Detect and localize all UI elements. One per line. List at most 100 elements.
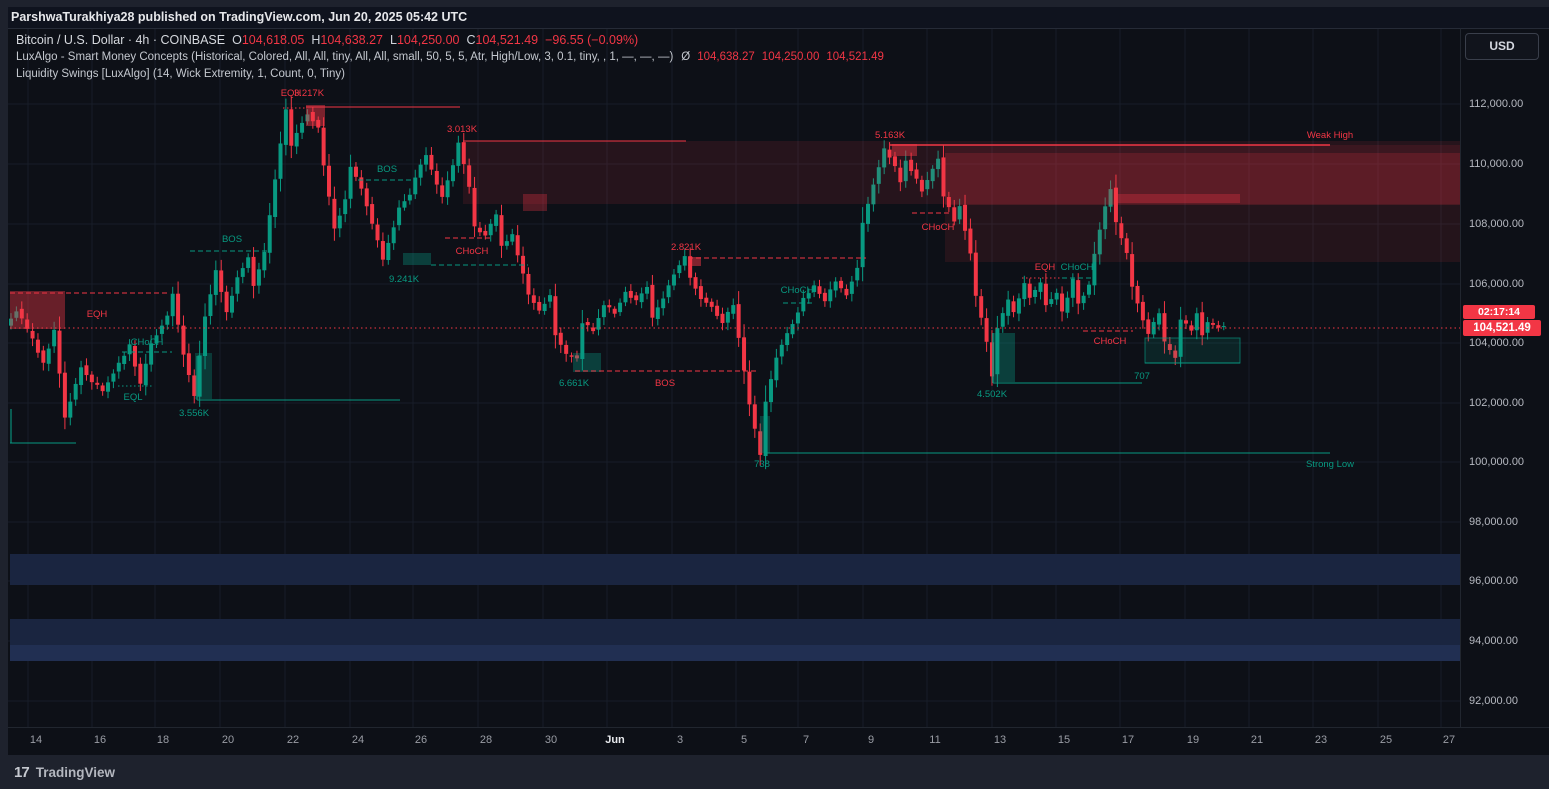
chart-pane[interactable]: EQH CHoCH EQL 3.556K BOS EQH 3.217K BOS 9.241K 3.… [8,28,1460,728]
time-tick-label: 3 [676,734,684,746]
candlestick-chart[interactable]: EQHCHoCHEQL3.556KBOSEQH3.217KBOS9.241K3.… [8,29,1460,728]
indicator-params: (Historical, Colored, All, All, tiny, Al… [191,51,674,63]
session-highlight-bands [10,554,1460,661]
time-tick-label: 23 [1314,734,1328,746]
time-tick-label: 19 [1186,734,1200,746]
indicator-row-smc[interactable]: LuxAlgo - Smart Money Concepts (Historic… [16,51,884,63]
annotation-label: CHoCH [1094,336,1127,347]
price-tick-label: 96,000.00 [1469,575,1518,587]
time-tick-label: 7 [802,734,810,746]
zone-supply-weakhigh-wide [945,145,1460,262]
annotation-label: 5.163K [875,130,906,141]
annotation-label: CHoCH [922,222,955,233]
price-tick-label: 110,000.00 [1469,158,1524,170]
annotation-label: 4.502K [977,389,1008,400]
symbol-title[interactable]: Bitcoin / U.S. Dollar · 4h · COINBASE [16,33,226,47]
price-tick-label: 106,000.00 [1469,278,1525,290]
indicator-name[interactable]: Liquidity Swings [LuxAlgo] [16,68,150,80]
tradingview-logo-text[interactable]: TradingView [35,764,115,780]
zone-demand-707 [1144,337,1241,364]
annotation-label: 2.821K [671,242,702,253]
annotation-label: EQH [281,88,302,99]
price-axis[interactable]: USD 112,000.00 110,000.00 108,000.00 106,00… [1460,28,1549,728]
ohlc-label: L [389,33,397,47]
zone-supply-3013-retest [523,194,547,211]
annotation-label: 738 [754,459,770,470]
time-tick-label: 24 [351,734,365,746]
annotation-label: EQH [1035,262,1056,273]
time-tick-label: 26 [414,734,428,746]
annotation-label: CHoCH [131,337,164,348]
time-tick-label: 17 [1121,734,1135,746]
time-tick-label: 14 [29,734,43,746]
annotation-label: 6.661K [559,378,590,389]
indicator-row-liquidity-swings[interactable]: Liquidity Swings [LuxAlgo] (14, Wick Ext… [16,68,345,80]
price-tick-label: 98,000.00 [1469,516,1518,528]
structure-lines [10,106,1330,454]
bottom-bar: 17 TradingView [0,755,1549,789]
ohlc-label: C [466,33,476,47]
time-tick-label: 16 [93,734,107,746]
ohlc-value: 104,618.05 [241,33,305,47]
indicator-params: (14, Wick Extremity, 1, Count, 0, Tiny) [152,68,345,80]
indicator-name[interactable]: LuxAlgo - Smart Money Concepts [16,51,188,63]
annotation-label: Weak High [1307,130,1353,141]
indicator-values: 104,638.27 104,250.00 104,521.49 [690,51,884,63]
candles [9,96,1226,470]
time-tick-label: 30 [544,734,558,746]
time-tick-label: Jun [605,734,625,746]
time-tick-label: 27 [1442,734,1456,746]
time-tick-label: 20 [221,734,235,746]
ohlc-label: H [311,33,321,47]
zone-supply-3013-band [463,141,1460,204]
time-tick-label: 22 [286,734,300,746]
annotation-label: CHoCH [781,285,814,296]
time-tick-label: 28 [479,734,493,746]
annotation-label: CHoCH [1061,262,1094,273]
ohlc-value: 104,638.27 [320,33,383,47]
indicator-value: 104,638.27 [697,51,755,63]
time-tick-label: 21 [1250,734,1264,746]
time-tick-label: 13 [993,734,1007,746]
annotation-label: 9.241K [389,274,420,285]
price-tick-label: 102,000.00 [1469,397,1525,409]
zone-supply-eqh-top [306,105,325,126]
annotation-label: CHoCH [456,246,489,257]
price-tick-label: 94,000.00 [1469,635,1518,647]
bar-countdown-badge: 02:17:14 [1463,305,1535,319]
ohlc-value: 104,250.00 [396,33,460,47]
zone-demand-3556 [195,353,212,399]
price-tick-label: 100,000.00 [1469,456,1525,468]
symbol-info-row[interactable]: Bitcoin / U.S. Dollar · 4h · COINBASE O10… [16,33,638,47]
annotation-label: 707 [1134,371,1150,382]
time-tick-label: 11 [929,734,941,746]
time-axis[interactable]: 14 16 18 20 22 24 26 28 30 Jun 3 5 7 9 11 13 15 17 19 21 23 2… [8,727,1549,756]
price-tick-label: 92,000.00 [1469,695,1518,707]
last-price-badge: 104,521.49 [1463,320,1541,336]
price-tick-label: 112,000.00 [1469,98,1524,110]
time-tick-label: 9 [867,734,875,746]
time-tick-label: 5 [740,734,748,746]
indicator-value: 104,521.49 [826,51,884,63]
zone-demand-4502 [992,333,1015,382]
ohlc-value: 104,521.49 [475,33,539,47]
tradingview-logo-icon[interactable]: 17 [14,763,30,781]
annotation-label: EQL [123,392,142,403]
zone-supply-2821 [688,257,701,266]
price-tick-label: 108,000.00 [1469,218,1525,230]
zone-demand-9241 [403,253,431,265]
annotation-label: BOS [377,164,397,175]
annotation-label: BOS [222,234,242,245]
annotation-label: 3.556K [179,408,210,419]
zone-supply-5163-ob [892,144,917,156]
time-tick-label: 15 [1057,734,1071,746]
currency-toggle-button[interactable]: USD [1465,33,1539,60]
annotation-label: 3.217K [294,88,325,99]
smc-zones [10,105,1460,453]
time-tick-label: 25 [1379,734,1393,746]
zone-supply-left [10,291,65,329]
zone-supply-weakhigh-strip [1115,194,1240,203]
ohlc-values: O104,618.05 H104,638.27 L104,250.00 C104,52… [225,33,538,47]
annotation-label: BOS [655,378,675,389]
